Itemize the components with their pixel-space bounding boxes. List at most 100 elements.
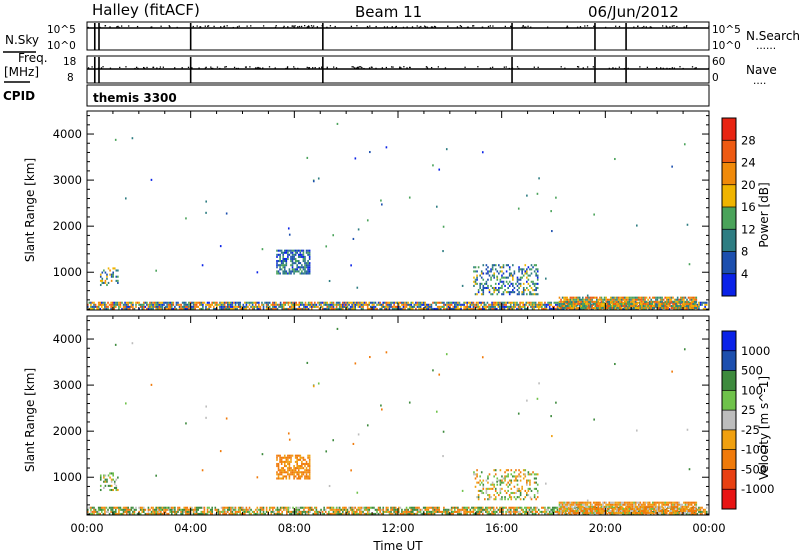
velocity-cell xyxy=(572,503,575,506)
velocity-cell xyxy=(578,509,581,513)
velocity-cell xyxy=(536,397,539,400)
velocity-cell xyxy=(622,501,625,504)
velocity-cell xyxy=(276,471,278,474)
power-cell xyxy=(482,289,485,292)
velocity-cell xyxy=(527,489,530,492)
power-cell xyxy=(276,262,278,265)
power-cell xyxy=(184,307,187,310)
power-cell xyxy=(237,301,240,304)
power-cell xyxy=(285,257,288,261)
velocity-cell xyxy=(645,507,648,510)
power-cell xyxy=(382,305,385,308)
power-cell xyxy=(139,303,142,306)
velocity-cell xyxy=(522,477,525,480)
power-cell xyxy=(226,305,229,308)
status-dot xyxy=(426,26,429,28)
power-cell xyxy=(301,266,303,269)
velocity-cell xyxy=(684,503,687,506)
velocity-cell xyxy=(689,501,691,504)
power-cell xyxy=(287,303,290,306)
power-cell xyxy=(605,302,607,305)
velocity-cell xyxy=(621,506,624,509)
power-cell xyxy=(200,301,203,304)
power-cell xyxy=(163,301,165,304)
velocity-cell xyxy=(627,501,629,504)
power-cell xyxy=(301,301,304,304)
velocity-cell xyxy=(184,508,187,511)
velocity-cell xyxy=(616,512,618,515)
status-dot xyxy=(576,26,579,28)
power-cell xyxy=(186,305,189,308)
velocity-cell xyxy=(651,503,654,506)
velocity-cell xyxy=(230,510,232,513)
velocity-cell xyxy=(124,510,126,513)
velocity-cell xyxy=(359,510,361,513)
power-cell xyxy=(124,197,127,200)
power-cell xyxy=(530,286,533,290)
power-cell xyxy=(602,302,604,305)
velocity-cell xyxy=(507,473,509,476)
velocity-cell xyxy=(676,503,679,506)
velocity-cell xyxy=(219,450,222,453)
velocity-cell xyxy=(262,506,265,509)
velocity-cell xyxy=(518,473,520,476)
power-cell xyxy=(507,276,509,279)
power-cell xyxy=(396,301,399,304)
status-dot xyxy=(169,26,171,28)
power-cell xyxy=(684,300,687,303)
power-cell xyxy=(324,301,327,304)
velocity-cell xyxy=(416,512,419,515)
velocity-cell xyxy=(480,481,483,484)
velocity-cell xyxy=(297,469,300,472)
velocity-cell xyxy=(256,512,259,515)
power-cell xyxy=(617,298,620,301)
power-cell xyxy=(522,293,525,296)
velocity-cell xyxy=(466,510,469,513)
velocity-cell xyxy=(659,507,662,510)
power-colorbar-swatch xyxy=(722,140,736,163)
velocity-cell xyxy=(519,479,522,482)
power-cell xyxy=(675,307,677,310)
velocity-cell xyxy=(294,467,297,470)
velocity-cell xyxy=(408,512,411,515)
velocity-cell xyxy=(603,509,606,513)
velocity-cell xyxy=(617,507,620,510)
velocity-cell xyxy=(545,482,547,485)
status-dot xyxy=(285,67,287,70)
power-cell xyxy=(501,284,503,287)
power-cell xyxy=(506,301,509,304)
velocity-cell xyxy=(90,508,92,511)
velocity-cell xyxy=(636,509,639,513)
power-cell xyxy=(280,251,283,254)
velocity-cell xyxy=(566,505,569,508)
power-cell xyxy=(382,301,385,304)
power-cell xyxy=(692,298,695,301)
velocity-cell xyxy=(474,506,476,509)
power-cell xyxy=(455,301,458,304)
velocity-cell xyxy=(116,506,119,509)
power-cell xyxy=(599,298,601,301)
power-cell xyxy=(107,301,109,304)
velocity-cell xyxy=(382,510,385,513)
velocity-cell xyxy=(496,477,499,480)
velocity-cell xyxy=(97,510,100,513)
power-cell xyxy=(282,307,285,310)
velocity-cell xyxy=(692,507,695,510)
power-cell xyxy=(527,274,530,277)
power-cell xyxy=(404,307,406,310)
power-cell xyxy=(508,305,511,308)
power-cell xyxy=(101,279,104,282)
power-cell xyxy=(298,307,301,310)
velocity-cell xyxy=(103,486,105,489)
velocity-cell xyxy=(310,506,313,509)
status-dot xyxy=(357,67,360,69)
velocity-cell xyxy=(429,506,431,509)
power-cell xyxy=(335,307,338,310)
power-cell xyxy=(665,305,668,308)
power-cell xyxy=(147,307,150,310)
status-dot xyxy=(168,25,170,27)
power-cell xyxy=(156,303,159,306)
power-cell xyxy=(291,260,294,263)
power-cell xyxy=(510,272,513,275)
